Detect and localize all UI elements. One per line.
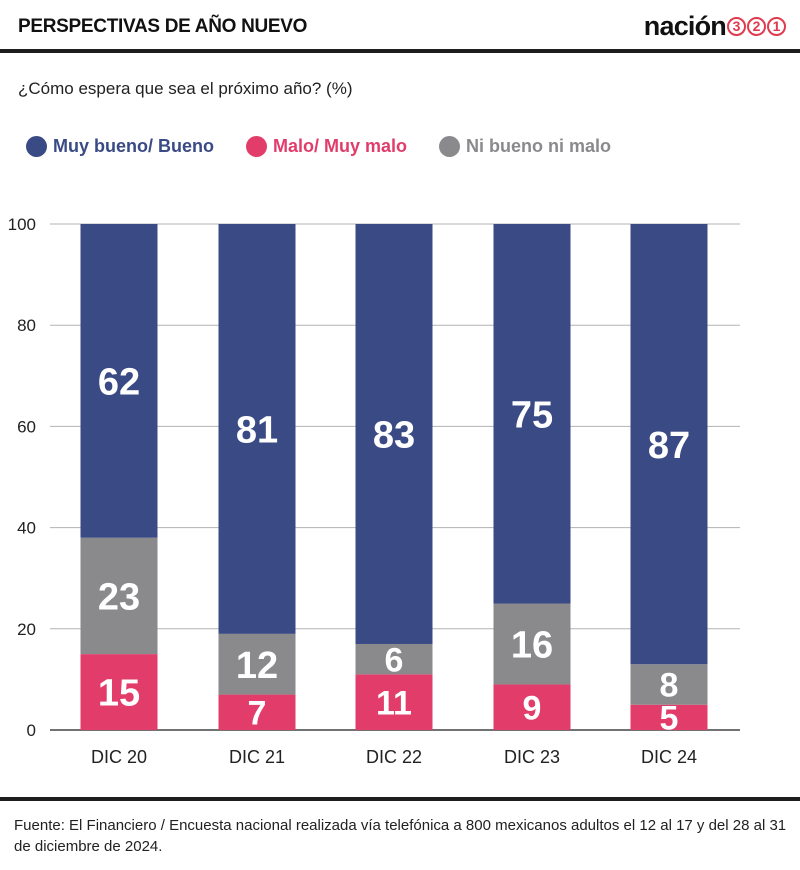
- header-divider: [0, 49, 800, 53]
- brand-number-2: 2: [747, 16, 766, 36]
- x-tick-label: DIC 20: [91, 747, 147, 767]
- bar-segment: [218, 694, 296, 730]
- data-label: 83: [373, 415, 415, 457]
- y-tick-label: 100: [8, 215, 36, 234]
- legend-label-neutral: Ni bueno ni malo: [466, 136, 612, 156]
- bar-segment: [355, 224, 433, 644]
- data-label: 87: [648, 425, 690, 467]
- legend-swatch-neutral: [439, 136, 461, 157]
- data-label: 8: [660, 667, 679, 705]
- data-label: 81: [236, 410, 278, 452]
- bar-segment: [355, 643, 433, 675]
- data-label: 23: [98, 577, 140, 619]
- x-axis-ticks: DIC 20 DIC 21 DIC 22 DIC 23 DIC 24: [91, 747, 697, 767]
- data-label: 9: [523, 689, 542, 727]
- x-tick-label: DIC 23: [504, 747, 560, 767]
- bar-segment: [630, 224, 708, 665]
- data-label: 15: [98, 673, 140, 715]
- data-label: 16: [511, 625, 553, 667]
- data-label: 6: [385, 641, 404, 679]
- data-label: 5: [660, 700, 679, 738]
- y-tick-label: 40: [17, 519, 36, 538]
- bar-segment: [493, 603, 571, 685]
- chart-legend: Muy bueno/ Bueno Malo/ Muy malo Ni bueno…: [26, 136, 643, 157]
- brand-number-3: 3: [727, 16, 746, 36]
- data-label: 62: [98, 362, 140, 404]
- y-tick-label: 80: [17, 316, 36, 335]
- stacked-bar-chart: 15 23 62 7 12 81 11 6 83 9 16 75 58 87 0 20 40 60 80 100 D…: [8, 215, 740, 767]
- brand-wordmark: nación: [643, 11, 727, 41]
- legend-label-malo: Malo/ Muy malo: [273, 136, 408, 156]
- header: PERSPECTIVAS DE AÑO NUEVO nación 3 2 1: [0, 0, 800, 50]
- x-tick-label: DIC 24: [641, 747, 697, 767]
- bar-segment: [80, 654, 158, 730]
- page-title: PERSPECTIVAS DE AÑO NUEVO: [18, 16, 308, 37]
- data-label: 75: [511, 394, 553, 436]
- data-label: 11: [376, 684, 412, 722]
- y-tick-label: 0: [27, 721, 36, 740]
- bar-segment: [493, 224, 571, 604]
- legend-item-bueno: Muy bueno/ Bueno: [26, 136, 214, 157]
- legend-item-neutral: Ni bueno ni malo: [439, 136, 611, 157]
- y-axis-ticks: 0 20 40 60 80 100: [8, 215, 36, 740]
- legend-swatch-malo: [246, 136, 267, 157]
- y-tick-label: 60: [17, 417, 36, 436]
- x-tick-label: DIC 21: [229, 747, 285, 767]
- brand-number-1: 1: [767, 16, 786, 36]
- chart-bars: 15 23 62 7 12 81 11 6 83 9 16 75 58 87: [80, 224, 708, 738]
- data-label: 12: [236, 645, 278, 687]
- bar-segment: [80, 224, 158, 538]
- footer-divider: [0, 797, 800, 801]
- legend-item-malo: Malo/ Muy malo: [246, 136, 407, 157]
- y-tick-label: 20: [17, 620, 36, 639]
- brand-logo: nación 3 2 1: [644, 10, 786, 42]
- bar-segment: [355, 674, 433, 730]
- data-label: 7: [248, 695, 267, 733]
- source-note: Fuente: El Financiero / Encuesta naciona…: [14, 817, 787, 855]
- bar-segment: [218, 224, 296, 634]
- bar-segment: [218, 633, 296, 695]
- bar-segment: [80, 537, 158, 655]
- legend-label-bueno: Muy bueno/ Bueno: [53, 136, 214, 156]
- legend-swatch-bueno: [26, 136, 47, 157]
- bar-segment: [630, 664, 708, 705]
- bar-segment: [493, 684, 571, 730]
- x-tick-label: DIC 22: [366, 747, 422, 767]
- bar-segment: [630, 704, 708, 730]
- chart-subtitle: ¿Cómo espera que sea el próximo año? (%): [18, 79, 353, 98]
